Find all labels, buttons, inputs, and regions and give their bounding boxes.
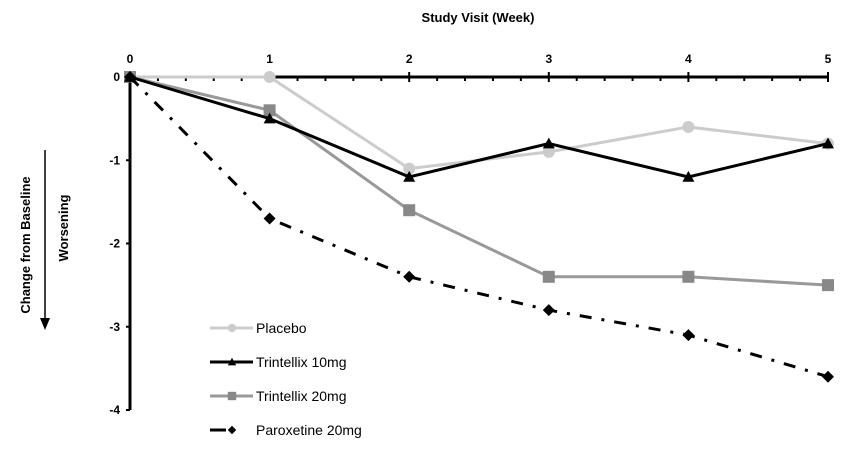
worsening-label-group: Worsening <box>56 194 71 261</box>
legend-marker-triangle <box>227 357 237 366</box>
legend-label: Trintellix 20mg <box>256 388 347 404</box>
y-tick-label: -3 <box>109 320 120 334</box>
x-tick-labels: 0 1 2 3 4 5 <box>127 52 832 66</box>
data-point-trintellix-20mg <box>403 204 416 217</box>
data-point-placebo <box>682 120 695 133</box>
data-point-trintellix-10mg <box>263 112 276 124</box>
series-paroxetine-20mg <box>124 71 834 383</box>
legend-marker-square <box>227 391 237 401</box>
data-point-paroxetine-20mg <box>263 212 276 225</box>
data-point-paroxetine-20mg <box>124 71 136 83</box>
worsening-label: Worsening <box>56 194 71 261</box>
x-tick-label: 4 <box>685 52 692 66</box>
data-point-placebo <box>263 71 276 83</box>
legend-label: Paroxetine 20mg <box>256 422 362 438</box>
legend: Placebo Trintellix 10mg Trintellix 20mg Par… <box>210 320 362 438</box>
worsening-arrow-icon <box>40 318 50 330</box>
data-point-trintellix-10mg <box>542 137 555 149</box>
y-tick-label: -2 <box>109 237 120 251</box>
y-axis-label-group: Change from Baseline <box>18 176 33 313</box>
data-point-paroxetine-20mg <box>403 270 416 283</box>
legend-item-trintellix-20mg: Trintellix 20mg <box>210 388 347 404</box>
series-trintellix-10mg <box>124 71 834 182</box>
data-point-trintellix-20mg <box>542 270 555 283</box>
y-tick-label: -1 <box>109 153 120 167</box>
legend-label: Placebo <box>256 320 307 336</box>
data-point-trintellix-20mg <box>263 104 276 117</box>
data-point-trintellix-20mg <box>822 279 834 292</box>
data-point-paroxetine-20mg <box>822 370 834 383</box>
legend-item-trintellix-10mg: Trintellix 10mg <box>210 354 347 370</box>
data-point-placebo <box>403 162 416 175</box>
data-point-trintellix-10mg <box>682 170 695 182</box>
data-point-placebo <box>542 145 555 158</box>
series-line-placebo <box>130 75 829 171</box>
y-tick-labels: 0 -1 -2 -3 -4 <box>109 70 120 417</box>
series-line-paroxetine-20mg <box>128 75 829 379</box>
x-tick-label: 0 <box>127 52 134 66</box>
y-tick-label: -4 <box>109 403 120 417</box>
data-point-trintellix-10mg <box>403 170 416 182</box>
series-line-trintellix-20mg <box>129 75 829 287</box>
chart-title: Study Visit (Week) <box>422 10 535 25</box>
series-group <box>124 71 834 383</box>
legend-item-paroxetine-20mg: Paroxetine 20mg <box>210 422 362 438</box>
x-tick-label: 5 <box>825 52 832 66</box>
series-line-trintellix-10mg <box>129 75 829 179</box>
y-tick-label: 0 <box>113 70 120 84</box>
data-point-paroxetine-20mg <box>542 304 555 317</box>
legend-label: Trintellix 10mg <box>256 354 347 370</box>
x-tick-label: 3 <box>545 52 552 66</box>
data-point-trintellix-10mg <box>822 137 834 149</box>
x-tick-label: 1 <box>266 52 273 66</box>
legend-item-placebo: Placebo <box>210 320 307 336</box>
x-tick-label: 2 <box>406 52 413 66</box>
legend-marker-diamond <box>227 425 237 435</box>
data-point-paroxetine-20mg <box>682 329 695 342</box>
series-trintellix-20mg <box>124 71 834 292</box>
data-point-trintellix-20mg <box>682 270 695 283</box>
legend-marker-circle <box>227 323 237 333</box>
y-axis-label: Change from Baseline <box>18 176 33 313</box>
